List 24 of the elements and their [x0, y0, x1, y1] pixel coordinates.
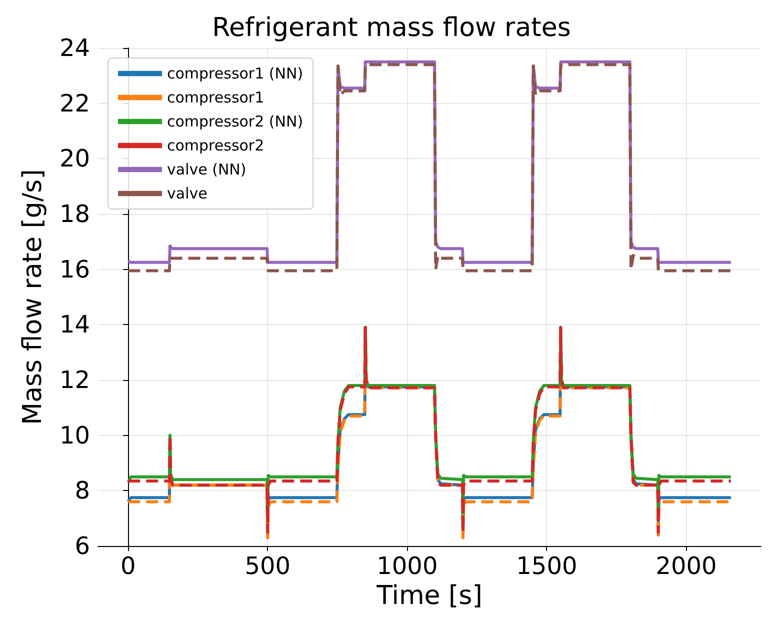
x-tick-label: 1500: [516, 552, 578, 580]
x-tick-label: 0: [120, 552, 136, 580]
legend-label: valve: [167, 184, 208, 202]
y-tick-label: 20: [59, 144, 90, 173]
legend-label: compressor2: [167, 136, 264, 154]
y-tick-label: 24: [59, 34, 90, 62]
y-tick-label: 10: [59, 421, 90, 450]
legend-label: compressor1: [167, 88, 264, 106]
legend-label: compressor2 (NN): [167, 112, 304, 130]
x-tick-label: 2000: [656, 552, 717, 580]
y-tick-label: 14: [59, 310, 90, 339]
legend-label: compressor1 (NN): [167, 64, 304, 82]
x-tick-label: 500: [244, 552, 291, 580]
y-axis-title: Mass flow rate [g/s]: [18, 169, 48, 425]
y-tick-label: 6: [74, 532, 90, 560]
chart-title: Refrigerant mass flow rates: [212, 13, 571, 43]
y-tick-label: 16: [59, 255, 90, 284]
y-tick-label: 8: [74, 476, 90, 505]
legend-label: valve (NN): [167, 160, 246, 178]
y-tick-label: 18: [59, 200, 90, 228]
x-tick-label: 1000: [376, 552, 438, 580]
y-tick-label: 12: [59, 366, 90, 394]
y-tick-label: 22: [59, 89, 90, 118]
x-axis-title: Time [s]: [376, 580, 482, 611]
